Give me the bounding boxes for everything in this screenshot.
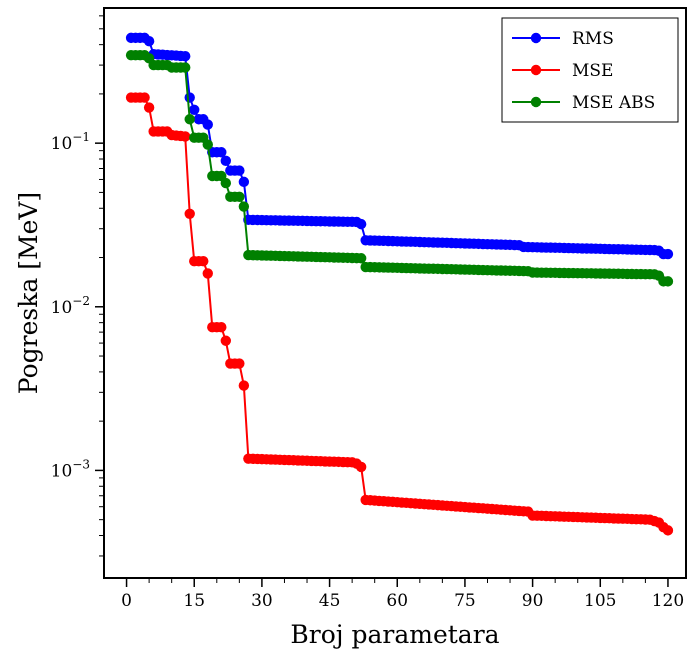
data-point <box>189 104 200 115</box>
x-axis-ticks: 0 15 30 45 60 75 90 105 120 <box>121 578 684 611</box>
x-tick-label: 45 <box>319 591 341 611</box>
x-tick-label: 15 <box>183 591 205 611</box>
data-point <box>355 461 367 473</box>
data-point <box>198 255 209 267</box>
data-point <box>238 380 250 391</box>
data-point <box>202 119 213 130</box>
y-axis-ticks: 10−1 10−2 10−3 <box>51 15 104 557</box>
x-tick-label: 75 <box>454 591 476 611</box>
data-point <box>202 268 213 279</box>
series-mse-abs <box>125 49 674 287</box>
data-point <box>143 102 155 113</box>
data-point <box>143 35 155 47</box>
legend-items: RMS MSE MSE ABS <box>512 29 655 113</box>
data-point <box>238 176 250 188</box>
y-axis-label: Pogreska [MeV] <box>14 192 43 394</box>
y-tick-label: 10−3 <box>51 457 90 481</box>
series-rms <box>125 32 674 260</box>
y-tick-label: 10−1 <box>51 130 90 154</box>
x-tick-label: 120 <box>652 591 684 611</box>
x-tick-label: 0 <box>121 591 132 611</box>
series-layer <box>125 32 674 536</box>
legend-item: RMS <box>512 29 614 49</box>
data-point <box>234 358 245 369</box>
data-point <box>355 253 367 264</box>
legend: RMS MSE MSE ABS <box>501 17 679 123</box>
legend-marker <box>530 96 542 108</box>
data-point <box>139 92 150 103</box>
data-point <box>238 201 250 212</box>
data-point <box>180 51 191 62</box>
legend-label: MSE <box>572 61 613 81</box>
data-point <box>184 92 195 103</box>
data-point <box>180 62 191 73</box>
data-point <box>184 114 195 125</box>
legend-marker <box>530 32 542 44</box>
data-point <box>220 155 232 167</box>
y-tick-label: 10−2 <box>51 294 90 318</box>
data-point <box>184 208 195 220</box>
data-point <box>216 322 227 333</box>
x-tick-label: 30 <box>251 591 273 611</box>
data-point <box>234 165 245 176</box>
legend-marker <box>530 64 542 76</box>
x-tick-label: 90 <box>522 591 544 611</box>
data-point <box>220 335 232 346</box>
legend-item: MSE <box>512 61 613 81</box>
data-point <box>662 276 674 287</box>
series-line <box>131 96 669 532</box>
x-axis-label: Broj parametara <box>290 620 499 649</box>
legend-label: RMS <box>572 29 614 49</box>
series-mse <box>125 92 674 536</box>
data-point <box>355 218 367 230</box>
data-point <box>180 131 191 142</box>
legend-label: MSE ABS <box>572 93 655 113</box>
data-point <box>662 248 674 260</box>
data-point <box>202 139 213 150</box>
data-point <box>220 177 232 189</box>
data-point <box>662 525 674 536</box>
data-point <box>234 191 245 203</box>
x-tick-label: 60 <box>386 591 408 611</box>
data-point <box>216 147 227 158</box>
x-tick-label: 105 <box>584 591 616 611</box>
legend-item: MSE ABS <box>512 93 655 113</box>
plot-frame <box>103 7 687 579</box>
